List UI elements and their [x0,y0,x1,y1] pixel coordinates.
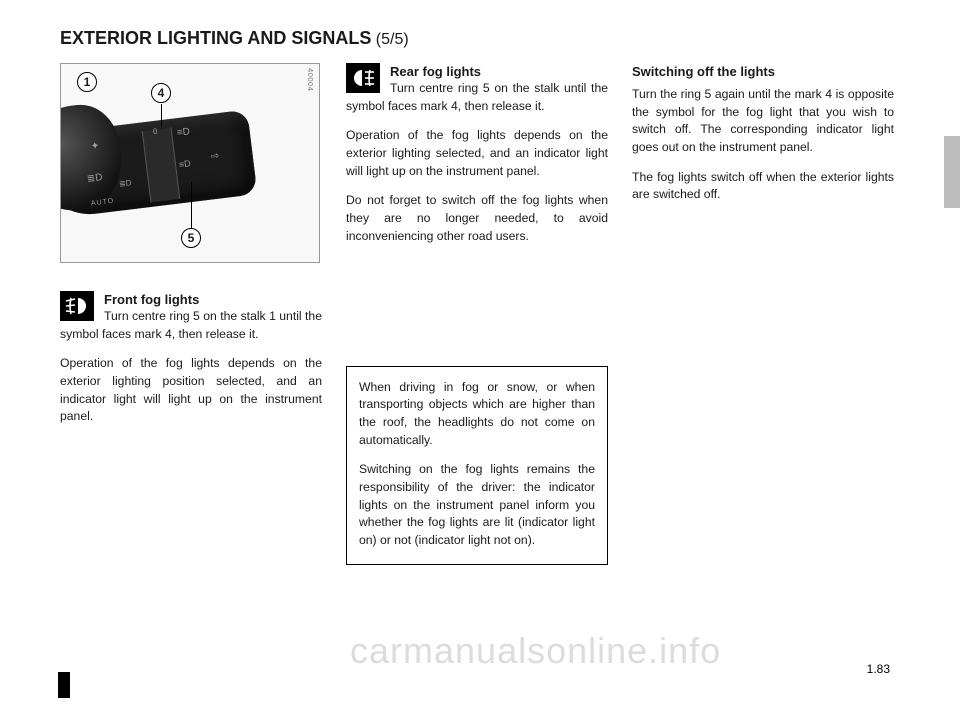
stalk-symbol: ≣D [118,177,132,190]
page-title: EXTERIOR LIGHTING AND SIGNALS (5/5) [60,28,900,49]
image-id: 40004 [304,68,315,91]
rear-fog-p3: Do not forget to switch off the fog ligh… [346,192,608,245]
switch-off-heading: Switching off the lights [632,63,894,82]
content-columns: ✦ 0 ≡D ⇨ ≡D ≣D ≣D AUTO 40004 1 4 5 [60,63,900,565]
note-box: When driving in fog or snow, or when tra… [346,366,608,565]
stalk-symbol: ⇨ [210,150,220,165]
callout-1: 1 [77,72,97,92]
rear-fog-p2: Operation of the fog lights depends on t… [346,127,608,180]
manual-page: EXTERIOR LIGHTING AND SIGNALS (5/5) ✦ 0 … [0,0,960,710]
leader-5 [191,182,192,228]
right-grey-tab [944,136,960,208]
stalk-symbol: ≣D [86,171,103,187]
switch-off-p2: The fog lights switch off when the exte­… [632,169,894,204]
note-p2: Switching on the fog lights remains the … [359,461,595,549]
rear-fog-p1: Turn centre ring 5 on the stalk until th… [346,80,608,115]
watermark: carmanualsonline.info [350,630,721,672]
callout-4: 4 [151,83,171,103]
title-main: EXTERIOR LIGHTING AND SIGNALS [60,28,371,48]
leader-4 [161,104,162,126]
column-1: ✦ 0 ≡D ⇨ ≡D ≣D ≣D AUTO 40004 1 4 5 [60,63,322,565]
stalk-symbol: ✦ [90,140,100,155]
rear-fog-icon [346,63,380,93]
title-sub: (5/5) [371,31,408,48]
left-black-tab [58,672,70,698]
front-fog-p2: Operation of the fog lights depends on t… [60,355,322,426]
stalk-symbol: ≡D [176,125,191,141]
page-number: 1.83 [867,662,890,676]
front-fog-p1: Turn centre ring 5 on the stalk 1 until … [60,308,322,343]
stalk-symbol: ≡D [178,157,191,171]
column-3: Switching off the lights Turn the ring 5… [632,63,894,565]
switch-off-p1: Turn the ring 5 again until the mark 4 i… [632,86,894,157]
column-2: Rear fog lights Turn centre ring 5 on th… [346,63,608,565]
note-p1: When driving in fog or snow, or when tra… [359,379,595,450]
stalk-photo: ✦ 0 ≡D ⇨ ≡D ≣D ≣D AUTO 40004 1 4 5 [60,63,320,263]
callout-5: 5 [181,228,201,248]
front-fog-icon [60,291,94,321]
